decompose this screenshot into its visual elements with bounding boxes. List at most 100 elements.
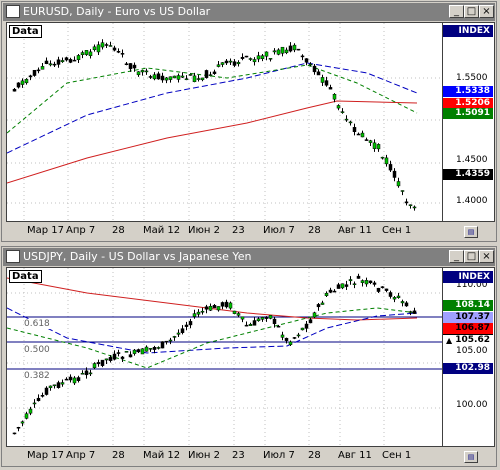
candle-body bbox=[68, 59, 73, 63]
candle-body bbox=[188, 74, 193, 76]
price-axis: 110.00 INDEX 108.14 107.37 106.87 ▲ 105.… bbox=[443, 267, 495, 447]
candle-body bbox=[120, 53, 125, 55]
candle-body bbox=[160, 341, 165, 349]
candle-body bbox=[64, 57, 69, 61]
candle-body bbox=[252, 320, 257, 326]
candle-body bbox=[112, 47, 117, 51]
window-titlebar[interactable]: USDJPY, Daily - US Dollar vs Japanese Ye… bbox=[3, 248, 495, 266]
candle-body bbox=[192, 313, 197, 317]
candle-body bbox=[332, 93, 337, 100]
chart-window-usdjpy[interactable]: USDJPY, Daily - US Dollar vs Japanese Ye… bbox=[1, 246, 497, 467]
chart-window-icon bbox=[6, 5, 20, 18]
data-window-label[interactable]: Data bbox=[9, 270, 42, 283]
candle-body bbox=[132, 349, 137, 354]
data-window-label[interactable]: Data bbox=[9, 25, 42, 38]
candle-body bbox=[148, 348, 153, 350]
candle-body bbox=[264, 51, 269, 57]
candle-body bbox=[368, 280, 373, 284]
window-title: USDJPY, Daily - US Dollar vs Japanese Ye… bbox=[23, 250, 252, 263]
candle-body bbox=[108, 357, 113, 361]
time-axis: Мар 17 Апр 7 28 Май 12 Июн 2 23 Июл 7 28… bbox=[6, 449, 443, 465]
candle-body bbox=[124, 63, 129, 65]
candle-body bbox=[192, 75, 197, 83]
candle-body bbox=[240, 316, 245, 320]
candle-body bbox=[312, 312, 317, 318]
candle-body bbox=[72, 377, 77, 384]
close-button[interactable]: × bbox=[479, 250, 494, 263]
index-badge: INDEX bbox=[443, 271, 493, 283]
time-axis-label: Май 12 bbox=[143, 450, 181, 461]
candle-body bbox=[168, 339, 173, 342]
candle-body bbox=[236, 62, 241, 65]
candle-body bbox=[52, 63, 57, 66]
candle-body bbox=[412, 206, 417, 209]
candle-body bbox=[12, 432, 17, 435]
minimize-button[interactable]: _ bbox=[449, 5, 464, 18]
price-box-ma-long: 106.87 bbox=[443, 323, 493, 334]
moving-average-line bbox=[7, 100, 418, 184]
candle-body bbox=[40, 66, 45, 70]
candle-body bbox=[100, 42, 105, 48]
price-box-fib: 102.98 bbox=[443, 363, 493, 374]
candle-body bbox=[24, 79, 29, 84]
candle-body bbox=[404, 302, 409, 307]
minimize-button[interactable]: _ bbox=[449, 250, 464, 263]
price-axis-label: 1.4000 bbox=[456, 196, 488, 206]
candle-body bbox=[244, 55, 249, 58]
candle-body bbox=[408, 311, 413, 313]
candle-body bbox=[300, 327, 305, 331]
candle-body bbox=[24, 413, 29, 419]
candle-body bbox=[80, 372, 85, 375]
current-price-value: 105.62 bbox=[455, 335, 490, 345]
candle-body bbox=[388, 292, 393, 297]
candle-body bbox=[72, 59, 77, 62]
candle-body bbox=[16, 82, 21, 88]
candle-body bbox=[76, 55, 81, 60]
candle-body bbox=[272, 318, 277, 325]
price-chart-plot[interactable]: Data 0.618 0.500 0.382 bbox=[6, 267, 443, 447]
candle-body bbox=[208, 74, 213, 76]
candle-body bbox=[100, 359, 105, 366]
candle-body bbox=[180, 328, 185, 333]
candle-body bbox=[412, 310, 417, 314]
candle-body bbox=[312, 65, 317, 73]
price-chart-plot[interactable]: Data bbox=[6, 22, 443, 222]
time-axis-label: Июл 7 bbox=[263, 450, 295, 461]
candle-body bbox=[176, 75, 181, 80]
navigation-icon[interactable]: ▤ bbox=[464, 451, 478, 463]
candle-body bbox=[92, 46, 97, 51]
candle-body bbox=[16, 427, 21, 429]
candle-body bbox=[196, 311, 201, 315]
candle-body bbox=[256, 318, 261, 322]
candle-body bbox=[108, 45, 113, 47]
candle-body bbox=[96, 362, 101, 365]
candle-body bbox=[248, 58, 253, 60]
candle-body bbox=[196, 78, 201, 80]
candle-body bbox=[208, 305, 213, 311]
candle-body bbox=[52, 384, 57, 387]
time-axis-label: Мар 17 bbox=[27, 450, 65, 461]
candle-body bbox=[176, 332, 181, 335]
candle-body bbox=[220, 302, 225, 307]
close-button[interactable]: × bbox=[479, 5, 494, 18]
window-titlebar[interactable]: EURUSD, Daily - Euro vs US Dollar bbox=[3, 3, 495, 21]
candle-body bbox=[408, 204, 413, 206]
candle-body bbox=[228, 60, 233, 63]
candle-body bbox=[56, 59, 61, 65]
candle-body bbox=[388, 164, 393, 171]
candle-body bbox=[28, 75, 33, 78]
navigation-icon[interactable]: ▤ bbox=[464, 226, 478, 238]
candle-body bbox=[212, 71, 217, 74]
candle-body bbox=[288, 45, 293, 52]
current-price-arrow-icon: ▲ bbox=[446, 336, 453, 345]
candle-body bbox=[144, 346, 149, 352]
candle-body bbox=[156, 73, 161, 80]
candle-body bbox=[224, 60, 229, 64]
maximize-button[interactable]: □ bbox=[464, 5, 479, 18]
chart-window-eurusd[interactable]: EURUSD, Daily - Euro vs US Dollar _ □ × … bbox=[1, 1, 497, 242]
candle-body bbox=[204, 70, 209, 78]
candle-body bbox=[364, 139, 369, 141]
maximize-button[interactable]: □ bbox=[464, 250, 479, 263]
time-axis-label: Мар 17 bbox=[27, 225, 65, 236]
candle-body bbox=[284, 49, 289, 54]
